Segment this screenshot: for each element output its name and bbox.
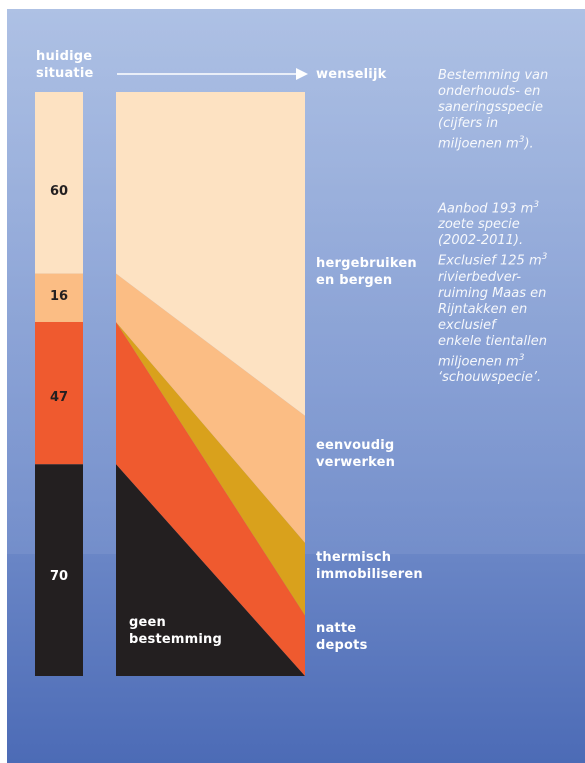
series-label-eenvoudig: eenvoudig verwerken bbox=[316, 438, 396, 470]
left-margin-strip bbox=[0, 0, 7, 763]
series-label-geen-bestemming: geen bestemming bbox=[129, 615, 222, 647]
series-label-natte-depots: natte depots bbox=[316, 621, 368, 653]
series-label-hergebruiken: hergebruiken en bergen bbox=[316, 256, 417, 288]
current-situation-bar bbox=[35, 92, 83, 676]
arrow-head-icon bbox=[296, 68, 308, 80]
flow-band-4 bbox=[116, 92, 305, 416]
desired-label: wenselijk bbox=[316, 67, 387, 82]
top-margin-strip bbox=[0, 0, 585, 9]
bar-value-60: 60 bbox=[49, 184, 69, 199]
current-situation-label: huidige situatie bbox=[36, 49, 94, 81]
current-bar-segment-70 bbox=[35, 464, 83, 676]
bar-value-47: 47 bbox=[49, 390, 69, 405]
flow-band-2 bbox=[116, 321, 305, 616]
current-bar-segment-47 bbox=[35, 321, 83, 465]
flow-band-3 bbox=[116, 273, 305, 543]
current-bar-segment-60 bbox=[35, 92, 83, 274]
note-supply: Aanbod 193 m3 zoete specie (2002-2011). … bbox=[438, 200, 548, 385]
flow-band-1 bbox=[116, 321, 305, 676]
current-bar-segment-16 bbox=[35, 273, 83, 322]
note-caption: Bestemming van onderhouds- en saneringss… bbox=[438, 68, 549, 152]
bar-value-16: 16 bbox=[49, 289, 69, 304]
desired-flow-area bbox=[116, 92, 305, 676]
bar-value-70: 70 bbox=[49, 569, 69, 584]
series-label-thermisch: thermisch immobiliseren bbox=[316, 550, 423, 582]
